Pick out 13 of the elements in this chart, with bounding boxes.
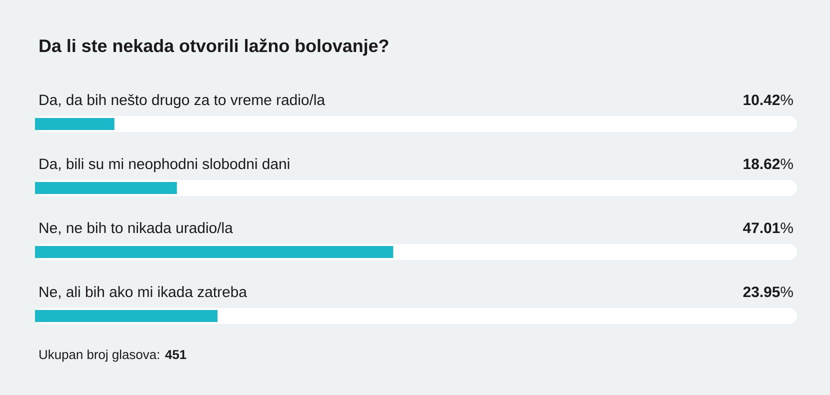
data-label: 18.62%: [744, 158, 793, 170]
data-label: 23.95%: [743, 286, 793, 298]
text: Ukupan broj glasova: 451: [40, 350, 186, 362]
bar: [35, 310, 218, 322]
bar: [35, 182, 177, 194]
y-tick-label: Da, da bih nešto drugo za to vreme radio/la: [40, 94, 326, 108]
y-tick-label: Ne, ali bih ako mi ikada zatreba: [40, 286, 247, 299]
bar: [35, 118, 114, 130]
y-tick-label: Ne, ne bih to nikada uradio/la: [40, 222, 233, 235]
chart-title: Da li ste nekada otvorili lažno bolovanje?: [40, 38, 388, 56]
y-tick-label: Da, bili su mi neophodni slobodni dani: [40, 158, 290, 172]
data-label: 10.42%: [744, 94, 793, 106]
data-label: 47.01%: [743, 222, 793, 234]
